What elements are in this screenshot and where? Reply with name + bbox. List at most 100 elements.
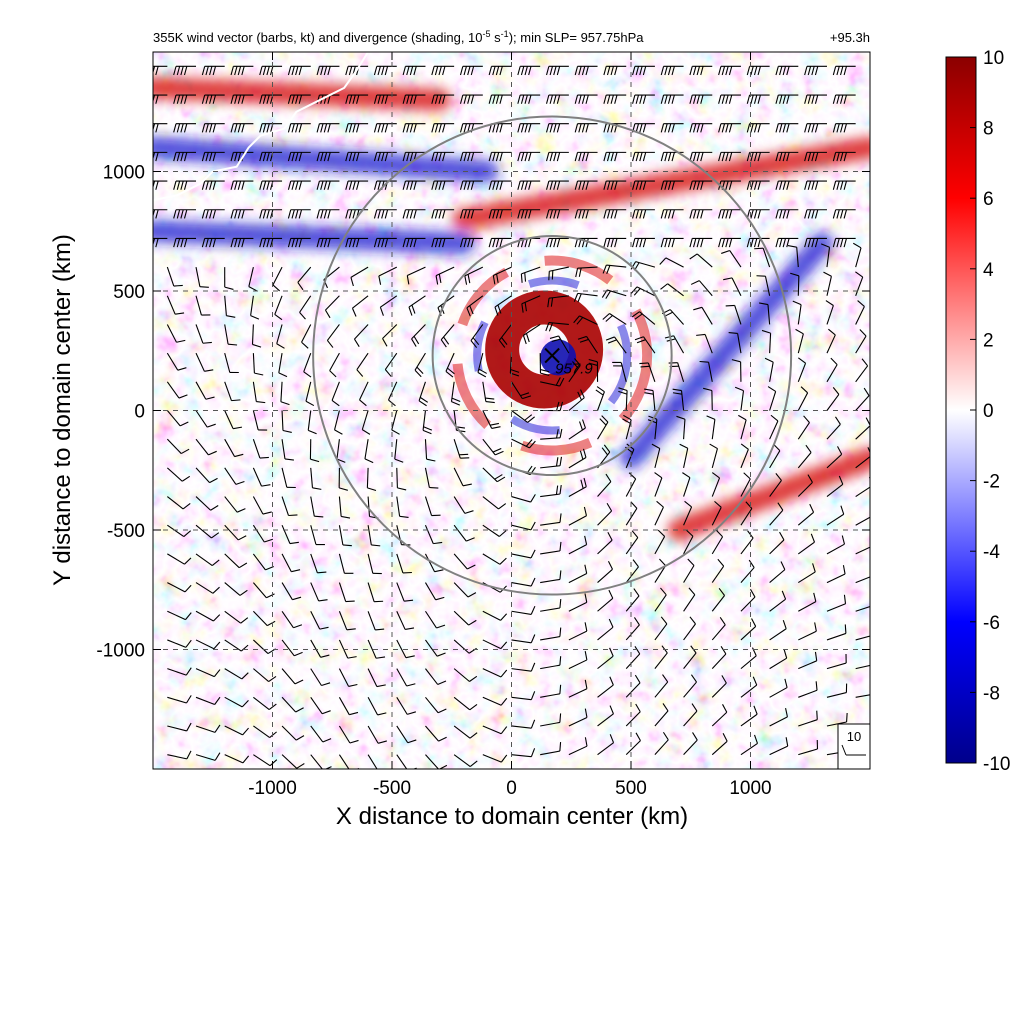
wind-barb	[431, 209, 455, 219]
wind-barb	[310, 639, 330, 658]
center-cross	[544, 347, 560, 364]
wind-barb	[252, 410, 268, 431]
wind-barb	[482, 553, 507, 565]
wind-barb	[660, 180, 684, 190]
wind-barb	[281, 525, 299, 545]
wind-barb	[431, 65, 455, 76]
wind-barb	[166, 266, 183, 287]
wind-barb	[679, 443, 689, 468]
wind-barb	[367, 611, 385, 631]
wind-barb	[740, 559, 755, 583]
wind-barb	[602, 264, 627, 275]
wind-barb	[224, 496, 246, 513]
wind-barb	[718, 94, 741, 104]
wind-barb	[540, 742, 562, 756]
wind-barb	[324, 295, 340, 319]
wind-barb	[804, 209, 827, 219]
wind-barb	[459, 65, 483, 76]
wind-barb	[307, 410, 317, 435]
wind-barb	[252, 467, 271, 487]
wind-barb	[545, 321, 569, 332]
y-axis-ticks: -1000 -500 0 500 1000	[96, 163, 870, 662]
wind-barb	[310, 611, 329, 630]
wind-barb	[798, 651, 818, 670]
wind-barb	[488, 65, 512, 76]
wind-barb	[453, 467, 472, 487]
wind-barb	[711, 558, 725, 583]
wind-barb	[545, 151, 569, 162]
wind-barb	[855, 694, 870, 698]
wind-barb	[721, 249, 742, 268]
wind-barb	[540, 513, 562, 526]
wind-barb	[402, 123, 426, 133]
wind-barb	[431, 237, 455, 248]
wind-barb	[597, 502, 613, 526]
wind-barb	[396, 697, 417, 715]
wind-barb	[402, 237, 426, 248]
wind-barb	[746, 65, 770, 76]
wind-barb	[230, 180, 254, 190]
wind-barb	[310, 553, 327, 574]
wind-barb	[406, 266, 426, 285]
wind-barb	[597, 734, 615, 756]
wind-barb	[367, 697, 387, 716]
wind-barb	[711, 472, 721, 497]
wind-barb	[511, 381, 532, 400]
wind-barb	[651, 443, 661, 468]
wind-barb	[568, 389, 585, 411]
y-tick-label: -500	[107, 521, 145, 542]
wind-barb	[775, 151, 799, 162]
wind-barb	[517, 180, 541, 190]
wind-barb	[167, 496, 191, 510]
wind-barb	[797, 503, 815, 526]
wind-barb	[494, 295, 512, 316]
wind-barb	[453, 610, 477, 626]
wind-barb	[281, 410, 292, 433]
wind-barb	[706, 415, 716, 440]
wind-barb	[769, 531, 785, 555]
wind-barb	[338, 553, 354, 574]
wind-barb	[511, 605, 536, 615]
wind-barb	[477, 353, 487, 378]
forecast-time: +95.3h	[830, 30, 870, 45]
wind-barb	[425, 668, 447, 685]
wind-barb	[396, 553, 412, 574]
wind-barb	[396, 496, 409, 518]
x-tick-label: -500	[373, 778, 411, 799]
wind-barb	[338, 697, 359, 716]
wind-barb	[167, 695, 192, 704]
wind-barb	[740, 676, 758, 698]
wind-barb	[790, 272, 800, 296]
wind-barb	[173, 151, 197, 162]
wind-barb	[746, 237, 770, 248]
wind-barb	[588, 358, 599, 382]
storm-spiral-band	[473, 276, 632, 435]
wind-barb	[603, 209, 627, 219]
range-ring	[312, 115, 793, 596]
wind-barb	[654, 587, 667, 612]
wind-barb	[740, 734, 758, 756]
wind-barb	[632, 65, 655, 76]
wind-barb	[804, 180, 827, 190]
wind-barb	[826, 565, 846, 584]
wind-barb	[540, 541, 562, 555]
wind-barb	[855, 516, 870, 526]
wind-barb	[224, 410, 243, 430]
wind-barb	[764, 357, 774, 382]
storm-core-shading	[452, 255, 653, 456]
wind-barb	[632, 180, 655, 190]
wind-barb	[367, 553, 382, 575]
y-tick-label: 0	[134, 402, 145, 423]
wind-barb	[394, 439, 404, 463]
x-tick-label: 0	[506, 778, 517, 799]
wind-barb	[431, 180, 455, 190]
wind-barb	[574, 123, 598, 133]
wind-barb	[440, 324, 455, 348]
wind-barb	[373, 209, 397, 219]
wind-barb	[396, 639, 415, 659]
wind-barb	[575, 266, 598, 278]
wind-barb	[281, 553, 301, 573]
wind-barb	[855, 546, 870, 555]
colorbar-tick-label: -8	[983, 683, 1000, 704]
wind-barb	[792, 300, 802, 325]
